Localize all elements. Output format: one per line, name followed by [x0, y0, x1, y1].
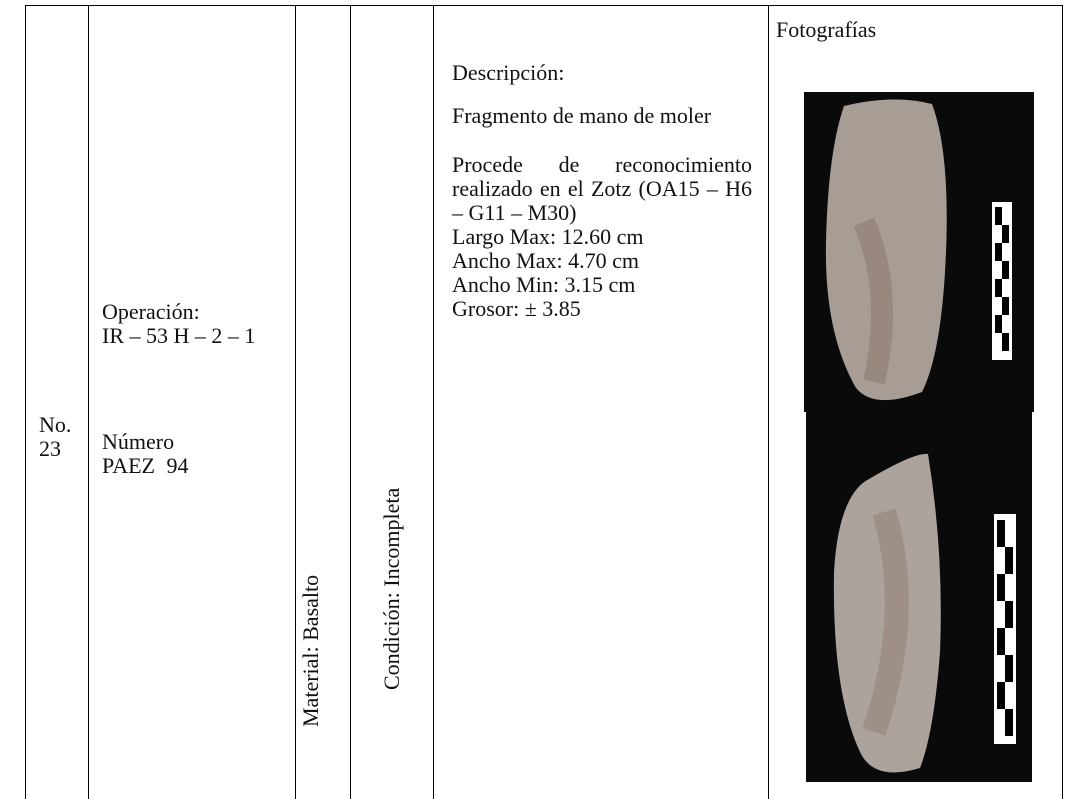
border — [88, 5, 89, 799]
operation-label: Operación: — [102, 299, 200, 324]
stone-shade — [853, 217, 893, 385]
condition: Condición: Incompleta — [379, 488, 404, 691]
photos-label: Fotografías — [776, 17, 877, 42]
number-value: 23 — [39, 436, 61, 461]
measure: Grosor: ± 3.85 — [452, 296, 581, 321]
border — [25, 5, 26, 799]
scale-checks — [995, 207, 1009, 351]
photos — [804, 92, 1034, 782]
stone — [833, 453, 941, 773]
description-cell: Descripción: Fragmento de mano de moler … — [452, 61, 752, 321]
border — [350, 5, 351, 799]
description-name: Fragmento de mano de moler — [452, 103, 712, 128]
description-label: Descripción: — [452, 60, 565, 85]
catalog-label: Número — [102, 429, 175, 454]
measure: Ancho Min: 3.15 cm — [452, 272, 636, 297]
catalog-value: PAEZ 94 — [102, 453, 189, 478]
border — [433, 5, 434, 799]
number-label: No. — [39, 412, 72, 437]
measures: Largo Max: 12.60 cm Ancho Max: 4.70 cm Anc… — [452, 225, 752, 321]
number-cell: No. 23 — [39, 413, 79, 461]
border — [1062, 5, 1063, 799]
operation-value: IR – 53 H – 2 – 1 — [102, 323, 256, 348]
scale-checks — [997, 520, 1013, 736]
operation-cell: Operación: IR – 53 H – 2 – 1 Número PAEZ… — [102, 300, 283, 478]
border — [768, 5, 769, 799]
border — [295, 5, 296, 799]
measure: Largo Max: 12.60 cm — [452, 224, 644, 249]
description-origin: Procede de reconocimiento realizado en e… — [452, 152, 752, 225]
stone-shade — [862, 508, 909, 736]
material: Material: Basalto — [298, 575, 323, 728]
measure: Ancho Max: 4.70 cm — [452, 248, 639, 273]
stone — [825, 99, 947, 401]
border — [25, 5, 1063, 6]
